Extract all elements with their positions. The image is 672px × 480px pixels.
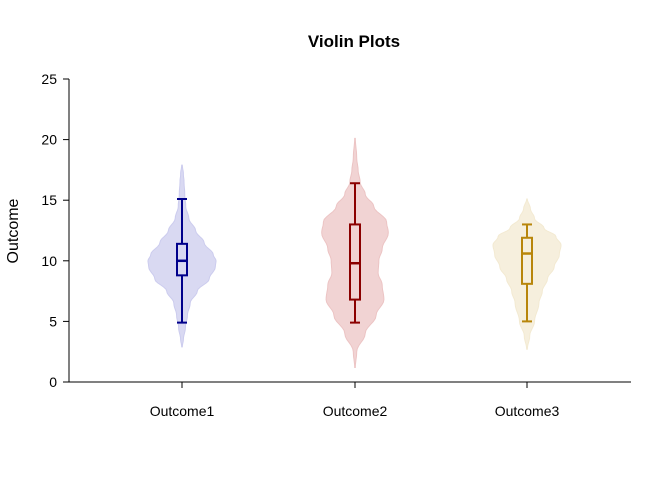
violin-outcome1 <box>147 164 217 348</box>
violin-layer <box>147 137 562 368</box>
violin-outcome3 <box>492 198 562 350</box>
y-tick-label: 15 <box>41 192 57 208</box>
x-tick-label: Outcome1 <box>150 403 215 419</box>
chart-title: Violin Plots <box>308 32 400 51</box>
y-tick-label: 20 <box>41 132 57 148</box>
axes-layer: 0 5 10 15 20 25 Outcome1 Outcome2 Outcome3 <box>41 71 631 419</box>
y-tick-label: 5 <box>49 313 57 329</box>
y-tick-label: 10 <box>41 253 57 269</box>
x-tick-label: Outcome3 <box>495 403 560 419</box>
x-tick-label: Outcome2 <box>323 403 388 419</box>
y-axis-title: Outcome <box>5 198 22 263</box>
y-tick-label: 25 <box>41 71 57 87</box>
y-tick-label: 0 <box>49 374 57 390</box>
violin-outcome2 <box>321 137 389 368</box>
box-outcome3 <box>521 236 533 285</box>
